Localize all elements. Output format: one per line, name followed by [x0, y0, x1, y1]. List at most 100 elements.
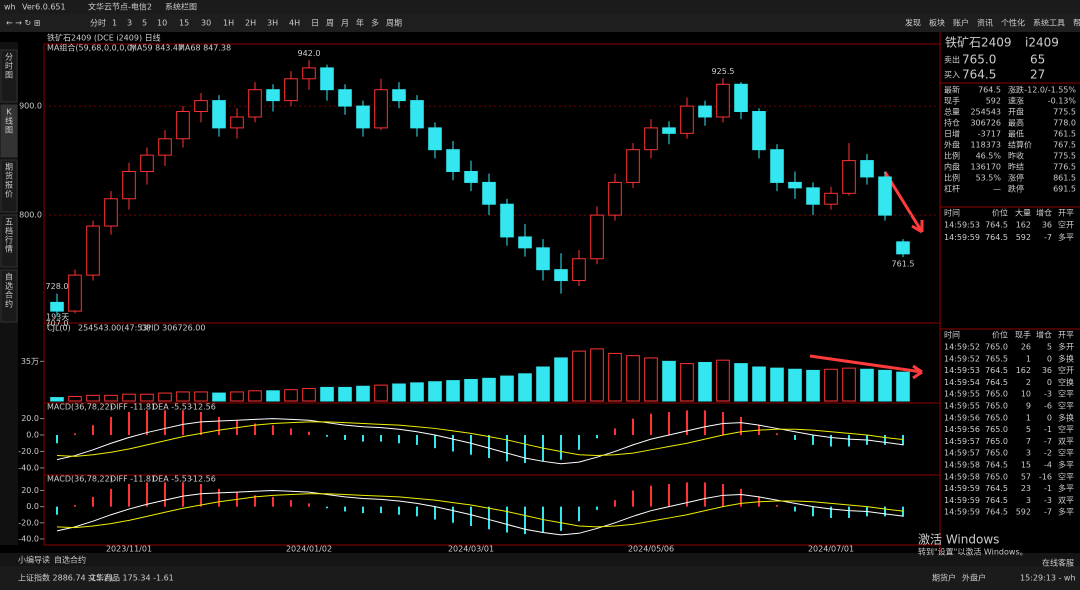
candle-body: [356, 105, 370, 129]
volume-bar: [860, 368, 874, 402]
menu-item[interactable]: 账户: [953, 18, 969, 28]
side-tab-label[interactable]: 档: [5, 226, 13, 236]
table-cell: 空平: [1058, 424, 1074, 434]
table-cell: 多平: [1058, 483, 1074, 493]
period-button[interactable]: 周期: [386, 19, 402, 28]
side-tab[interactable]: [0, 269, 18, 323]
menu-item[interactable]: 帮助: [1073, 18, 1080, 28]
side-tab-label[interactable]: 价: [5, 190, 13, 199]
candle-body: [374, 89, 388, 129]
side-tab-label[interactable]: 情: [5, 244, 13, 254]
table-cell: 多换: [1058, 353, 1074, 363]
side-tab-label[interactable]: 图: [5, 126, 13, 135]
service-button[interactable]: 在线客服: [1042, 558, 1074, 568]
quote-label: 杠杆: [944, 184, 960, 194]
footer-tab[interactable]: 自选合约: [54, 555, 86, 565]
period-button[interactable]: 4H: [289, 19, 300, 28]
table-cell: 14:59:53: [944, 366, 980, 375]
table-cell: 764.5: [985, 461, 1008, 470]
side-tab-label[interactable]: 选: [5, 281, 13, 291]
table-cell: 双平: [1058, 437, 1074, 446]
side-tab-label[interactable]: K: [6, 108, 12, 117]
menu-item[interactable]: 板块: [929, 18, 945, 28]
extreme-label: 925.5: [712, 67, 735, 76]
table-cell: -2: [1044, 449, 1052, 458]
period-button[interactable]: 周: [326, 19, 334, 28]
menu-item[interactable]: 发现: [905, 18, 921, 28]
period-button[interactable]: 3: [127, 19, 132, 28]
table-cell: 双平: [1058, 496, 1074, 505]
table-cell: 14:59:59: [944, 508, 980, 517]
table-cell: 765.0: [985, 437, 1008, 446]
table-cell: 764.5: [985, 508, 1008, 517]
period-button[interactable]: 1H: [223, 19, 234, 28]
candle-body: [752, 111, 766, 151]
volume-bar: [716, 359, 730, 402]
account-button[interactable]: 期货户: [932, 573, 956, 583]
candle-body: [302, 67, 316, 80]
menu-item[interactable]: 个性化: [1001, 18, 1025, 28]
side-tab-label[interactable]: 时: [5, 61, 13, 71]
period-button[interactable]: 日: [311, 19, 319, 28]
quote-label: 开盘: [1008, 107, 1024, 117]
side-tab-label[interactable]: 自: [5, 272, 13, 282]
table-cell: 14:59:57: [944, 449, 980, 458]
table-cell: 764.5: [985, 378, 1008, 387]
side-tab-label[interactable]: 货: [5, 171, 13, 181]
side-tab[interactable]: [0, 49, 18, 103]
volume-bar: [572, 350, 586, 402]
side-tab[interactable]: [0, 104, 18, 158]
side-tab-label[interactable]: 约: [5, 299, 13, 309]
menu-item[interactable]: 系统工具: [1033, 18, 1065, 28]
extreme-label: 728.0: [46, 282, 69, 291]
quote-label: 持仓: [944, 118, 960, 128]
quote-label: 外盘: [944, 140, 960, 150]
period-button[interactable]: 1: [112, 19, 117, 28]
period-button[interactable]: 3H: [267, 19, 278, 28]
period-button[interactable]: 月: [341, 19, 349, 28]
system-menu[interactable]: 系统栏图: [165, 2, 197, 12]
footer-tab[interactable]: 小编导读: [18, 555, 50, 565]
table-header: 现手: [1015, 330, 1031, 340]
side-tab-label[interactable]: 五: [5, 218, 13, 227]
side-tab-label[interactable]: 分: [5, 53, 13, 62]
table-cell: 36: [1042, 221, 1052, 230]
clock: 15:29:13 - wh: [1020, 574, 1076, 583]
side-tab[interactable]: [0, 159, 18, 213]
period-button[interactable]: 分时: [90, 18, 106, 28]
period-button[interactable]: 15: [179, 19, 189, 28]
table-cell: 764.5: [985, 484, 1008, 493]
y-tick-label: -40.0: [18, 463, 39, 472]
side-tab-label[interactable]: 期: [5, 163, 13, 172]
nav-back[interactable]: ← → ↻ ⊞: [6, 19, 40, 28]
side-tab-label[interactable]: 线: [5, 116, 13, 126]
table-cell: 765.0: [985, 449, 1008, 458]
volume-bar: [230, 391, 244, 402]
quote-value: —: [993, 185, 1001, 194]
side-tab-label[interactable]: 合: [5, 290, 13, 300]
table-cell: 空平: [1058, 448, 1074, 458]
period-button[interactable]: 10: [157, 19, 167, 28]
quote-label: 现手: [944, 96, 960, 106]
side-tab-label[interactable]: 报: [5, 180, 13, 190]
period-button[interactable]: 2H: [245, 19, 256, 28]
volume-bar: [896, 371, 910, 402]
period-button[interactable]: 多: [371, 18, 379, 28]
account-button[interactable]: 外盘户: [962, 573, 986, 583]
volume-bar: [770, 367, 784, 402]
chart-title: 铁矿石2409 (DCE i2409) 日线: [47, 33, 161, 43]
table-cell: 23: [1021, 484, 1031, 493]
side-tab-label[interactable]: 图: [5, 71, 13, 80]
days-label: 193天: [46, 313, 69, 322]
quote-title: 铁矿石2409: [945, 36, 1012, 50]
quote-value: -12.0/-1.55%: [1024, 86, 1076, 95]
period-button[interactable]: 30: [201, 19, 211, 28]
table-cell: 764.5: [985, 366, 1008, 375]
period-button[interactable]: 年: [356, 18, 364, 28]
menu-item[interactable]: 资讯: [977, 18, 993, 28]
side-tab[interactable]: [0, 214, 18, 268]
period-button[interactable]: 5: [142, 19, 147, 28]
table-cell: 空平: [1058, 389, 1074, 399]
candle-body: [86, 225, 100, 276]
side-tab-label[interactable]: 行: [5, 235, 13, 245]
